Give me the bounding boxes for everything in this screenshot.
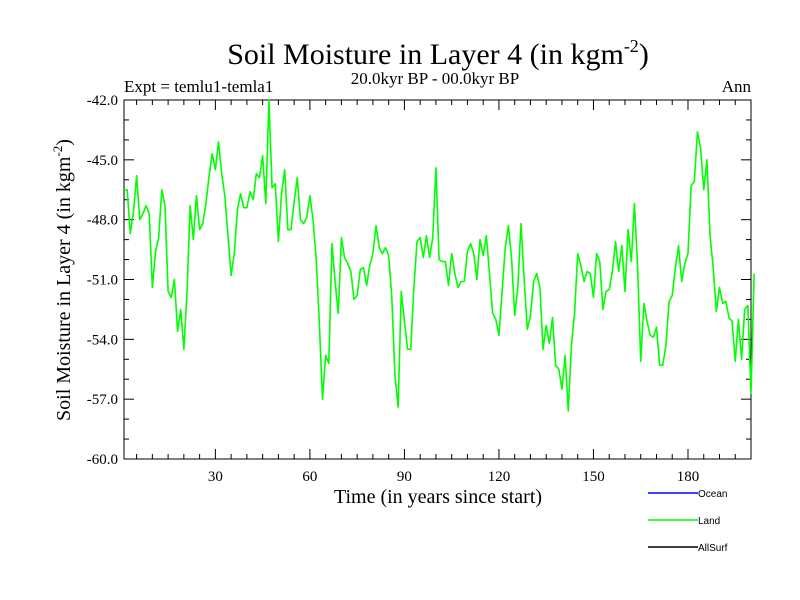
x-tick-label: 60 bbox=[302, 469, 317, 485]
y-tick-label: -48.0 bbox=[87, 213, 118, 229]
x-tick-label: 180 bbox=[677, 469, 700, 485]
x-tick-label: 30 bbox=[208, 469, 223, 485]
x-axis-label: Time (in years since start) bbox=[334, 486, 542, 508]
y-tick-label: -60.0 bbox=[87, 452, 118, 468]
y-tick-label: -57.0 bbox=[87, 392, 118, 408]
y-axis-label-main: Soil Moisture in Layer 4 (in kgm bbox=[53, 156, 75, 421]
series-line-land bbox=[124, 99, 755, 412]
y-tick-label: -42.0 bbox=[87, 93, 118, 109]
subtitle-season: Ann bbox=[722, 77, 752, 96]
chart-title: Soil Moisture in Layer 4 (in kgm-2) bbox=[227, 36, 649, 71]
chart-title-main: Soil Moisture in Layer 4 (in kgm bbox=[227, 38, 624, 71]
legend: Ocean Land AllSurf bbox=[648, 489, 728, 554]
x-tick-label: 150 bbox=[582, 469, 605, 485]
x-axis-ticks: 30 60 90 120 150 180 bbox=[136, 100, 736, 485]
y-axis-label-close: ) bbox=[53, 139, 75, 146]
y-axis-label-superscript: -2 bbox=[50, 146, 65, 157]
y-tick-label: -51.0 bbox=[87, 273, 118, 289]
legend-label-land: Land bbox=[698, 516, 720, 527]
chart-title-close: ) bbox=[639, 38, 649, 71]
legend-label-allsurf: AllSurf bbox=[698, 543, 728, 554]
chart-title-superscript: -2 bbox=[624, 36, 639, 56]
x-tick-label: 120 bbox=[488, 469, 511, 485]
y-axis-label: Soil Moisture in Layer 4 (in kgm-2) bbox=[50, 139, 75, 421]
legend-label-ocean: Ocean bbox=[698, 489, 727, 500]
x-tick-label: 90 bbox=[397, 469, 412, 485]
y-axis-ticks: -60.0 -57.0 -54.0 -51.0 -48.0 -45.0 -42.0 bbox=[87, 93, 751, 468]
y-tick-label: -45.0 bbox=[87, 153, 118, 169]
series-layer bbox=[124, 99, 755, 412]
y-tick-label: -54.0 bbox=[87, 332, 118, 348]
subtitle-period: 20.0kyr BP - 00.0kyr BP bbox=[351, 69, 519, 88]
subtitle-experiment: Expt = temlu1-temla1 bbox=[124, 77, 273, 96]
